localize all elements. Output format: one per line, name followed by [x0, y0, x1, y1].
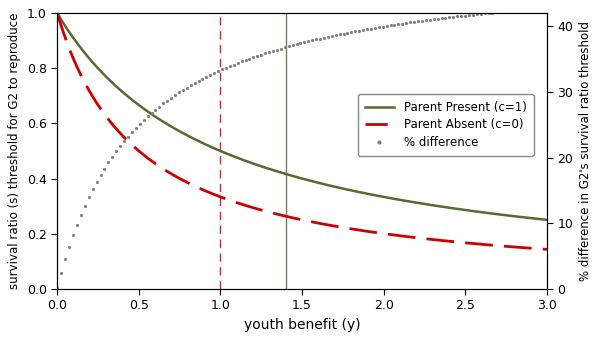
Y-axis label: survival ratio (s) threshold for G2 to reproduce: survival ratio (s) threshold for G2 to r…	[8, 13, 22, 289]
X-axis label: youth benefit (y): youth benefit (y)	[244, 318, 361, 332]
Legend: Parent Present (c=1), Parent Absent (c=0), % difference: Parent Present (c=1), Parent Absent (c=0…	[358, 94, 533, 156]
Y-axis label: % difference in G2's survival ratio threshold: % difference in G2's survival ratio thre…	[578, 21, 592, 281]
